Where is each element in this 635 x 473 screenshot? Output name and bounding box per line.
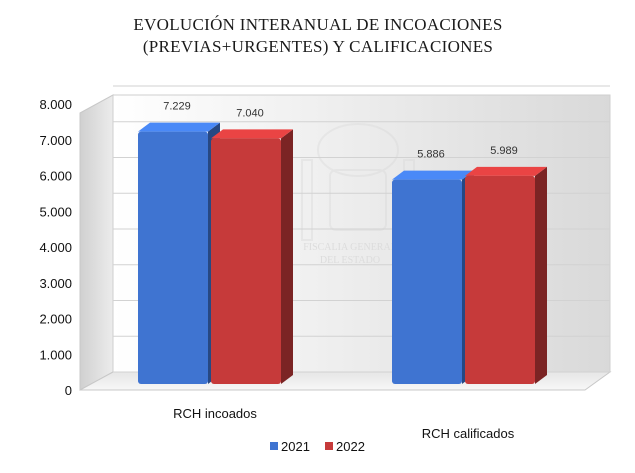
legend-label-2021: 2021 (281, 439, 310, 454)
y-tick-label: 1.000 (39, 347, 72, 362)
x-axis: RCH incoados RCH calificados (173, 406, 515, 441)
y-axis: 0 1.000 2.000 3.000 4.000 5.000 6.000 7.000 8.00… (39, 97, 72, 398)
category-label-1: RCH calificados (422, 426, 515, 441)
y-tick-label: 2.000 (39, 312, 72, 327)
data-labels: 7.229 7.040 5.886 5.989 (163, 101, 518, 161)
legend: 2021 2022 (270, 439, 365, 454)
bar-2021-0 (138, 122, 220, 385)
watermark-line-2: DEL ESTADO (320, 255, 380, 266)
data-label-2022-0: 7.040 (236, 107, 264, 119)
data-label-2021-1: 5.886 (417, 149, 445, 161)
data-label-2022-1: 5.989 (490, 145, 518, 157)
watermark-line-1: FISCALIA GENERAL (303, 242, 397, 253)
chart-title-line-2: (PREVIAS+URGENTES) Y CALIFICACIONES (143, 37, 493, 56)
y-tick-label: 4.000 (39, 240, 72, 255)
category-label-0: RCH incoados (173, 406, 257, 421)
y-tick-label: 3.000 (39, 276, 72, 291)
y-tick-label: 7.000 (39, 133, 72, 148)
bars (138, 122, 547, 385)
y-tick-label: 8.000 (39, 97, 72, 112)
legend-label-2022: 2022 (336, 439, 365, 454)
bar-2022-0 (211, 129, 293, 384)
y-tick-label: 5.000 (39, 204, 72, 219)
y-tick-label: 0 (65, 383, 72, 398)
legend-swatch-2021 (270, 442, 278, 450)
chart-title-line-1: EVOLUCIÓN INTERANUAL DE INCOACIONES (133, 15, 502, 34)
data-label-2021-0: 7.229 (163, 101, 191, 113)
chart-title: EVOLUCIÓN INTERANUAL DE INCOACIONES (PRE… (133, 15, 502, 56)
y-tick-label: 6.000 (39, 169, 72, 184)
side-wall (79, 94, 114, 391)
legend-swatch-2022 (325, 442, 333, 450)
bar-2021-1 (392, 170, 474, 384)
bar-2022-1 (465, 166, 547, 384)
